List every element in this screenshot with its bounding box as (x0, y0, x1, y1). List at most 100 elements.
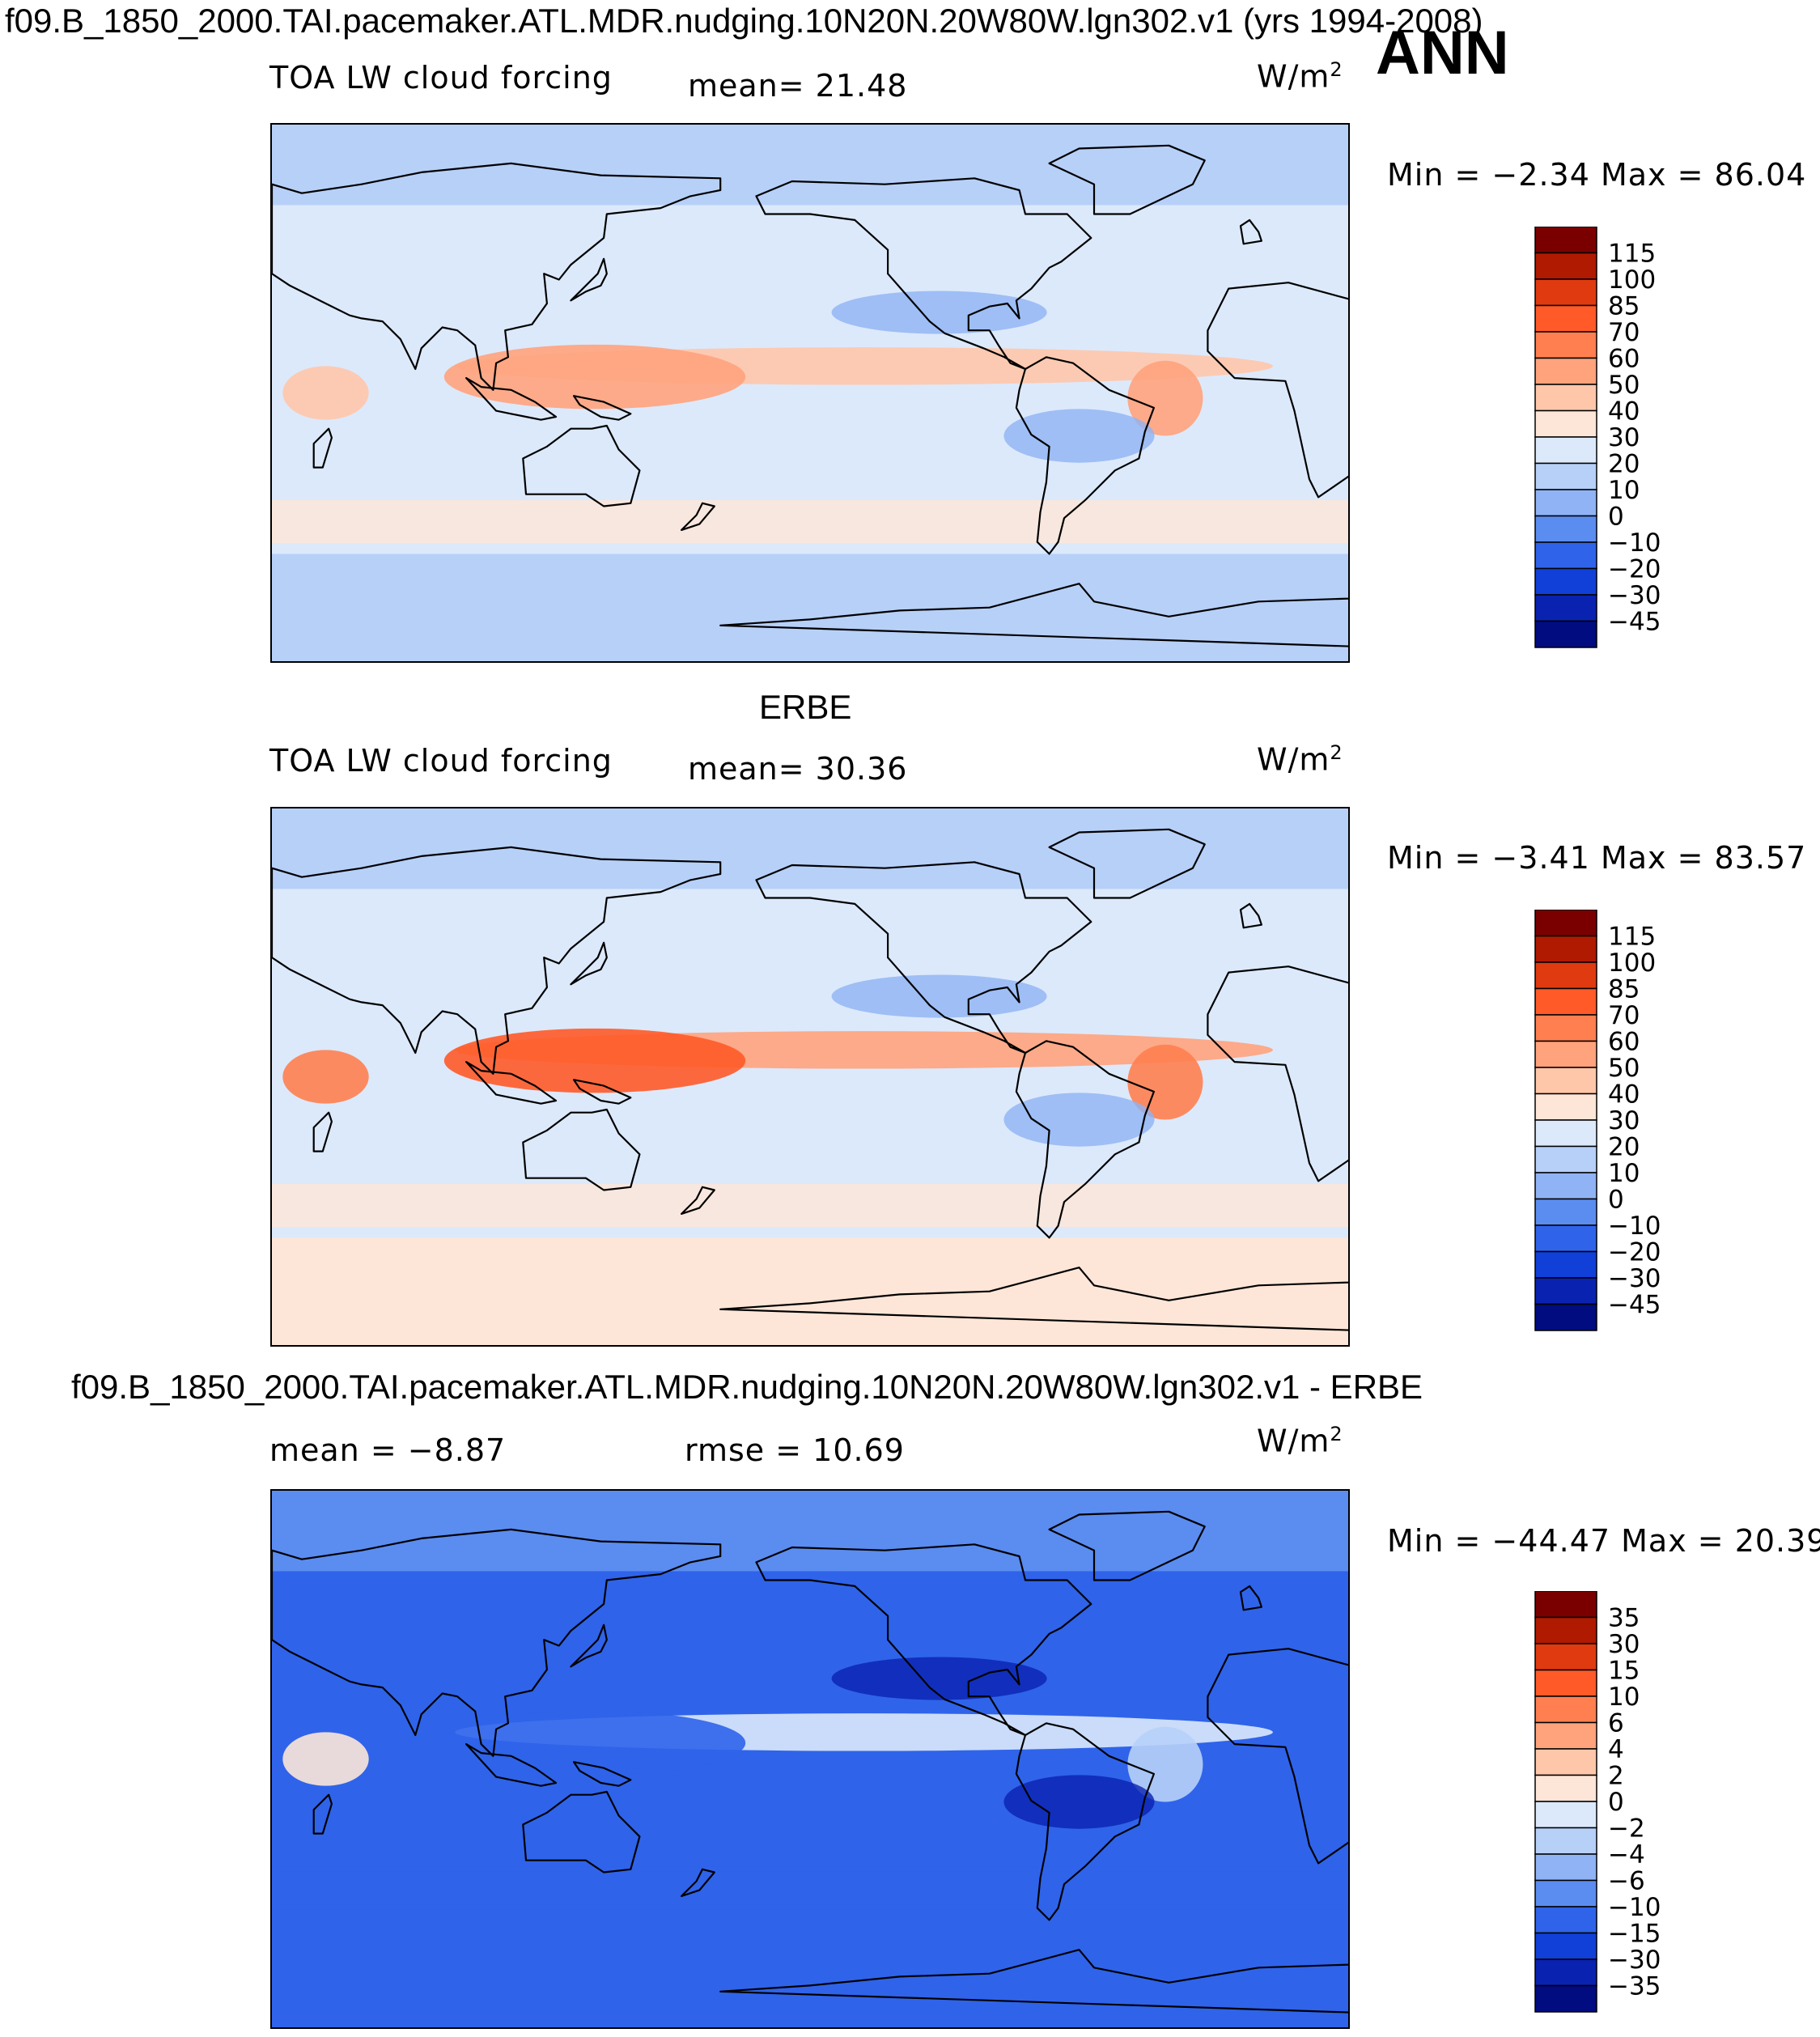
panel1-field-warm-pool (443, 344, 746, 410)
panel3-colorbar-tick: −30 (1608, 1946, 1661, 1975)
panel2-colorbar-box (1534, 1119, 1597, 1148)
panel2-colorbar-tick: −10 (1608, 1212, 1661, 1241)
panel2-coast-indonesia (465, 1061, 558, 1105)
panel2-colorbar-tick: 115 (1608, 923, 1656, 952)
panel3-coast-new-guinea (573, 1761, 632, 1787)
panel2-colorbar-tick: −20 (1608, 1238, 1661, 1267)
panel2-colorbar-box (1534, 910, 1597, 937)
panel3-colorbar-tick: −10 (1608, 1893, 1661, 1922)
panel3-field-southern-ocean (272, 1920, 1348, 2027)
panel1-colorbar-tick: 20 (1608, 450, 1640, 479)
panel1-colorbar-box (1534, 331, 1597, 359)
panel2-colorbar-tick: 10 (1608, 1159, 1640, 1188)
panel2-colorbar-tick: 60 (1608, 1028, 1640, 1057)
case-title: f09.B_1850_2000.TAI.pacemaker.ATL.MDR.nu… (5, 2, 1483, 40)
panel1-colorbar-tick: 50 (1608, 371, 1640, 400)
panel2-colorbar-box (1534, 1224, 1597, 1253)
panel1-minmax: Min = −2.34 Max = 86.04 (1387, 157, 1807, 193)
panel2-coast-new-zealand (681, 1186, 715, 1215)
panel2-colorbar-tick: 0 (1608, 1186, 1624, 1215)
panel3-colorbar-box (1534, 1958, 1597, 1987)
panel1-coast-japan (570, 257, 608, 302)
panel1-colorbar-box (1534, 357, 1597, 385)
panel3-colorbar-tick: 10 (1608, 1683, 1640, 1712)
panel2-field-warm-pool (443, 1028, 746, 1093)
panel1-coast-new-zealand (681, 502, 715, 531)
panel1-colorbar-box (1534, 620, 1597, 648)
panel3-colorbar-box (1534, 1801, 1597, 1829)
panel3-colorbar-tick: −6 (1608, 1867, 1645, 1896)
panel3-colorbar-box (1534, 1879, 1597, 1908)
panel3-coast-australia (522, 1790, 641, 1874)
panel3-colorbar-box (1534, 1695, 1597, 1724)
panel2-field-arctic (272, 808, 1348, 889)
panel3-colorbar-box (1534, 1591, 1597, 1619)
panel3-units: W/m2 (1257, 1423, 1343, 1459)
panel3-coast-japan (570, 1623, 608, 1668)
panel3-coast-north-america (755, 1543, 1092, 1737)
panel1-map (270, 123, 1350, 663)
panel2-colorbar-box (1534, 1067, 1597, 1095)
panel3-colorbar-tick: 30 (1608, 1630, 1640, 1659)
panel2-field-subtropics-north (831, 974, 1047, 1018)
panel1-colorbar-tick: −20 (1608, 555, 1661, 584)
panel3-coast-uk (1239, 1585, 1263, 1611)
panel2-colorbar-tick: 85 (1608, 975, 1640, 1004)
panel3-field-arctic (272, 1491, 1348, 1572)
panel3-colorbar-box (1534, 1721, 1597, 1750)
panel1-colorbar-tick: −10 (1608, 528, 1661, 558)
panel1-variable: TOA LW cloud forcing (269, 60, 613, 95)
panel3-coast-antarctica (719, 1949, 1348, 2014)
panel3-colorbar-tick: −35 (1608, 1972, 1661, 2001)
panel3-coast-south-america (1015, 1722, 1156, 1921)
panel1-colorbar-box (1534, 594, 1597, 622)
panel1-colorbar-tick: 10 (1608, 476, 1640, 505)
panel1-coast-greenland (1048, 144, 1206, 215)
panel1-colorbar-tick: 70 (1608, 318, 1640, 347)
panel3-minmax: Min = −44.47 Max = 20.39 (1387, 1523, 1820, 1559)
panel1-coast-indonesia (465, 377, 558, 421)
panel1-colorbar-tick: 100 (1608, 265, 1656, 295)
panel2-colorbar-tick: 20 (1608, 1133, 1640, 1162)
panel3-field-amazon (1127, 1726, 1203, 1802)
panel3-colorbar-tick: −4 (1608, 1840, 1645, 1869)
panel1-colorbar-tick: 115 (1608, 240, 1656, 269)
panel2-colorbar-tick: 70 (1608, 1001, 1640, 1030)
panel1-field-southern-ocean (272, 554, 1348, 661)
panel3-colorbar-box (1534, 1774, 1597, 1802)
panel3-mean: mean = −8.87 (269, 1432, 507, 1468)
panel2-colorbar-box (1534, 1172, 1597, 1200)
panel2-coast-uk (1239, 902, 1263, 929)
panel2-field-africa (282, 1050, 369, 1104)
panel2-coast-australia (522, 1108, 641, 1191)
panel2-variable: TOA LW cloud forcing (269, 743, 613, 779)
panel2-colorbar-box (1534, 1093, 1597, 1121)
panel2-colorbar-box (1534, 961, 1597, 990)
panel3-field-storm-track (272, 1866, 1348, 1910)
panel2-colorbar-box (1534, 1014, 1597, 1042)
panel3-colorbar-box (1534, 1616, 1597, 1644)
panel1-colorbar-tick: 0 (1608, 503, 1624, 532)
panel3-colorbar-tick: 2 (1608, 1762, 1624, 1791)
panel1-colorbar-box (1534, 384, 1597, 412)
panel2-coast-north-america (755, 861, 1092, 1055)
panel2-mean: mean= 30.36 (688, 751, 908, 787)
panel3-coast-new-zealand (681, 1868, 715, 1897)
panel1-colorbar-box (1534, 515, 1597, 543)
panel3-colorbar-box (1534, 1906, 1597, 1934)
panel2-colorbar-tick: −45 (1608, 1291, 1661, 1320)
panel3-colorbar-tick: −2 (1608, 1814, 1645, 1844)
panel3-field-africa (282, 1732, 369, 1786)
panel2-colorbar-box (1534, 1277, 1597, 1305)
panel1-colorbar-box (1534, 489, 1597, 517)
panel3-coast-eurasia (272, 1528, 722, 1757)
panel1-colorbar-box (1534, 567, 1597, 596)
panel2-colorbar-box (1534, 935, 1597, 963)
panel3-colorbar-box (1534, 1643, 1597, 1671)
panel3-coast-madagascar (312, 1793, 333, 1835)
panel1-field-storm-track (272, 500, 1348, 544)
panel3-field-subtropics-south (1003, 1775, 1155, 1829)
panel3-field-warm-pool (443, 1710, 746, 1776)
panel1-coast-africa (1207, 282, 1348, 499)
panel3-map (270, 1489, 1350, 2029)
